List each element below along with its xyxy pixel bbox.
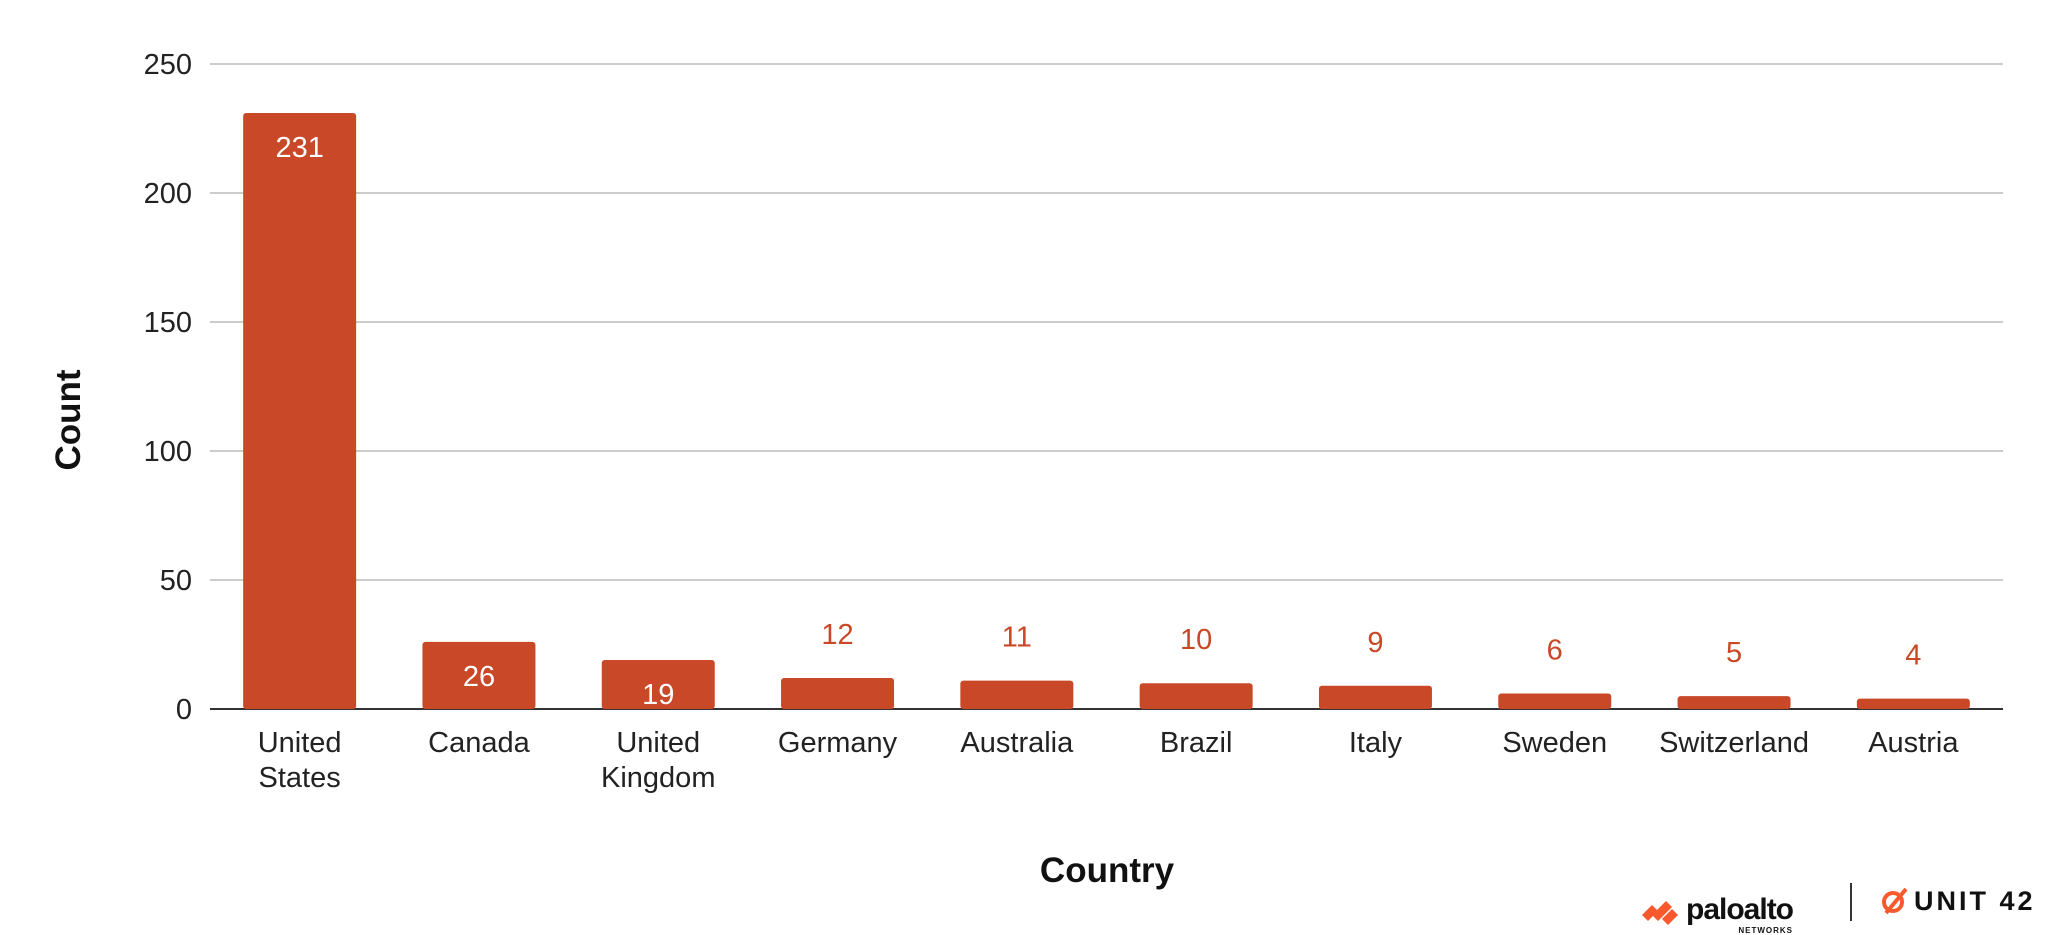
x-tick-label: Sweden [1502, 727, 1607, 759]
x-tick-label: Italy [1349, 727, 1403, 759]
logo-divider [1850, 883, 1852, 921]
y-tick-label: 100 [144, 436, 192, 468]
bar [1856, 698, 1970, 709]
x-tick-label: United Kingdom [601, 727, 715, 794]
x-tick-label: Switzerland [1659, 727, 1809, 759]
data-labels: 231 26 19 12 11 10 9 6 5 4 [275, 132, 1921, 711]
paloalto-logo: paloalto NETWORKS [1640, 893, 1794, 935]
bar [601, 659, 715, 709]
data-label: 26 [463, 661, 495, 693]
paloalto-wordmark: paloalto [1686, 893, 1794, 926]
x-tick-label: Brazil [1160, 727, 1233, 759]
bar [422, 641, 536, 709]
y-tick-label: 50 [160, 565, 192, 597]
x-tick-label: Germany [778, 727, 898, 759]
data-label: 10 [1180, 624, 1212, 656]
gridlines [210, 63, 2003, 710]
bar [781, 678, 895, 709]
x-tick-labels: United States Canada United Kingdom Germany Au… [258, 727, 1960, 794]
unit42-wordmark: UNIT 42 [1914, 886, 2036, 916]
x-axis-title: Country [1040, 851, 1175, 890]
x-tick-label: United States [258, 727, 342, 794]
paloalto-networks-text: NETWORKS [1738, 926, 1794, 935]
bar [1318, 685, 1432, 709]
x-tick-label: Austria [1868, 727, 1959, 759]
bar [1677, 696, 1791, 709]
bar [1498, 693, 1612, 709]
y-tick-labels: 0 50 100 150 200 250 [144, 49, 192, 726]
x-tick-label: Canada [428, 727, 530, 759]
data-label: 4 [1905, 640, 1921, 672]
bar [243, 113, 357, 709]
unit42-logo: UNIT 42 [1880, 885, 2036, 915]
data-label: 11 [1002, 622, 1032, 654]
data-label: 5 [1726, 637, 1742, 669]
data-label: 19 [642, 679, 674, 711]
data-label: 6 [1547, 635, 1563, 667]
data-label: 9 [1367, 627, 1383, 659]
y-tick-label: 200 [144, 178, 192, 210]
bar [960, 680, 1074, 709]
paloalto-mark-icon [1642, 901, 1678, 925]
y-tick-label: 0 [176, 694, 192, 726]
x-tick-label: Australia [960, 727, 1074, 759]
bars [243, 113, 1970, 709]
data-label: 12 [821, 619, 853, 651]
y-tick-label: 150 [144, 307, 192, 339]
unit42-mark-icon [1882, 887, 1908, 915]
data-label: 231 [275, 132, 323, 164]
y-tick-label: 250 [144, 49, 192, 81]
bar [1139, 683, 1253, 709]
y-axis-title: Count [49, 369, 88, 470]
